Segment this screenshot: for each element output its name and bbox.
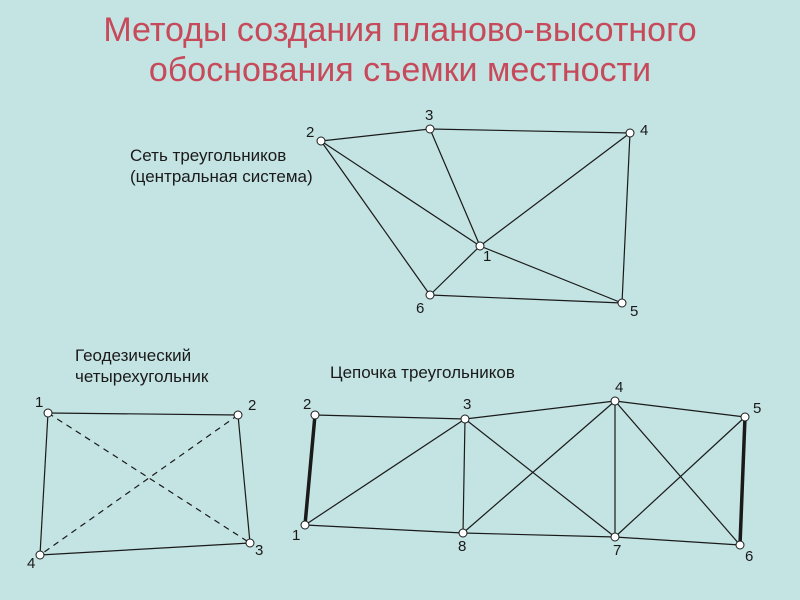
label-central-l1: Сеть треугольников [130,146,286,165]
svg-text:5: 5 [753,400,761,417]
diagram-central-system: 123456 [300,123,670,318]
svg-text:6: 6 [416,300,424,317]
slide-root: Методы создания планово-высотного обосно… [0,0,800,600]
label-quad-l1: Геодезический [75,346,191,365]
svg-text:5: 5 [630,303,638,320]
diagram-geodesic-quad: 1 2 3 4 [30,395,280,570]
svg-text:1: 1 [35,394,43,411]
svg-text:4: 4 [615,379,623,396]
title-line1: Методы создания планово-высотного [103,11,696,49]
diagram-triangle-chain: 12345678 [295,395,785,570]
svg-text:2: 2 [303,396,311,413]
label-triangle-chain: Цепочка треугольников [330,362,515,383]
svg-text:2: 2 [306,124,314,141]
svg-text:2: 2 [248,397,256,414]
svg-text:8: 8 [458,538,466,555]
label-geodesic-quad: Геодезический четырехугольник [75,345,208,388]
svg-text:3: 3 [463,396,471,413]
svg-text:1: 1 [292,527,300,544]
svg-text:4: 4 [27,555,35,572]
label-central-system: Сеть треугольников (центральная система) [130,145,313,188]
slide-title: Методы создания планово-высотного обосно… [0,10,800,90]
svg-text:6: 6 [745,548,753,565]
svg-text:7: 7 [613,542,621,559]
svg-text:3: 3 [255,542,263,559]
title-line2: обоснования съемки местности [149,51,651,89]
svg-text:1: 1 [483,248,491,265]
label-quad-l2: четырехугольник [75,367,208,386]
label-chain: Цепочка треугольников [330,363,515,382]
label-central-l2: (центральная система) [130,167,313,186]
svg-text:3: 3 [425,107,433,124]
svg-text:4: 4 [640,122,648,139]
